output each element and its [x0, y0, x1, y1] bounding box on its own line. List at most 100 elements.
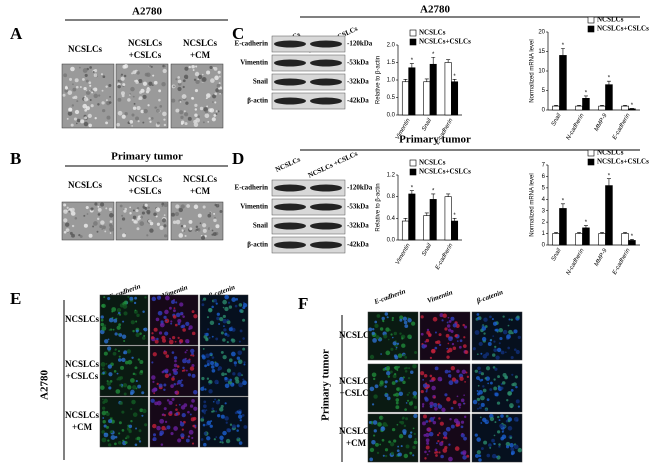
cell	[201, 376, 205, 381]
cell	[424, 457, 427, 460]
cell	[190, 417, 195, 422]
cell	[117, 84, 121, 89]
cell	[444, 436, 448, 440]
cell	[70, 207, 75, 212]
cell	[437, 376, 443, 382]
cell	[224, 294, 229, 300]
cell	[234, 364, 237, 367]
cell	[420, 315, 424, 319]
cell	[108, 83, 112, 87]
cell	[444, 327, 448, 331]
cell	[513, 348, 517, 351]
cell	[180, 115, 184, 119]
cell	[102, 371, 105, 375]
cell	[178, 233, 184, 238]
label: β-actin	[247, 241, 268, 249]
cell	[196, 228, 199, 232]
cell	[476, 450, 481, 455]
cell	[101, 437, 107, 443]
cell	[212, 67, 215, 69]
cell	[393, 372, 397, 376]
blot-band	[274, 59, 306, 67]
cell	[211, 407, 215, 411]
cell	[478, 406, 482, 410]
cell	[170, 384, 174, 388]
cell	[149, 228, 154, 233]
blot-band	[274, 184, 306, 192]
cell	[67, 90, 73, 95]
cell	[369, 457, 374, 462]
cell	[165, 354, 170, 358]
cell	[135, 320, 138, 323]
cell	[391, 336, 394, 339]
cell	[456, 340, 459, 342]
cell	[102, 398, 104, 401]
cell	[383, 334, 388, 339]
cell	[205, 110, 209, 114]
cell	[393, 331, 398, 336]
cell	[130, 320, 135, 325]
significance: *	[432, 189, 435, 195]
cell	[448, 443, 451, 446]
error-bar	[403, 218, 408, 222]
cell	[412, 454, 415, 457]
cell	[122, 320, 125, 323]
y-tick-label: 0	[542, 108, 546, 114]
cell	[193, 119, 197, 124]
bar	[621, 233, 629, 246]
cell	[399, 332, 402, 335]
cell	[372, 420, 378, 425]
cell	[135, 379, 138, 383]
cell	[79, 235, 83, 238]
cell	[436, 433, 440, 437]
y-tick-label: 10	[538, 69, 545, 75]
cell	[181, 428, 184, 431]
cell	[107, 443, 112, 447]
cell	[172, 368, 177, 373]
cell	[410, 321, 416, 326]
cell	[230, 338, 234, 342]
significance: *	[562, 43, 565, 49]
cell	[190, 348, 195, 354]
cell	[216, 312, 220, 316]
cell	[213, 218, 217, 223]
cell	[410, 370, 414, 374]
cell	[441, 407, 446, 413]
cell	[448, 319, 452, 323]
cell	[158, 98, 161, 102]
cell	[142, 121, 145, 124]
cell	[231, 297, 237, 302]
cell	[214, 101, 217, 104]
cell	[85, 90, 91, 95]
cell	[501, 430, 504, 433]
cell	[425, 390, 428, 393]
cell	[108, 372, 113, 377]
cell	[207, 227, 211, 231]
cell	[193, 204, 199, 210]
cell	[513, 416, 519, 422]
cell	[489, 446, 492, 449]
cell	[492, 366, 496, 369]
cell	[429, 401, 434, 406]
cell	[155, 317, 160, 322]
cell	[187, 116, 192, 121]
cell	[107, 338, 110, 341]
cell	[191, 442, 195, 445]
cell	[450, 366, 455, 371]
cell	[452, 323, 457, 328]
cell	[428, 420, 431, 423]
cell	[442, 431, 448, 436]
cell	[373, 377, 376, 381]
cell	[71, 233, 75, 238]
cell	[372, 338, 377, 343]
cell	[424, 344, 428, 348]
cell	[214, 75, 219, 81]
cell	[134, 220, 138, 224]
y-tick-label: 2	[542, 220, 546, 226]
cell	[84, 73, 88, 77]
cell	[174, 211, 180, 217]
cell	[101, 430, 105, 434]
cell	[371, 439, 376, 445]
cell	[118, 323, 122, 327]
cell	[74, 78, 79, 83]
